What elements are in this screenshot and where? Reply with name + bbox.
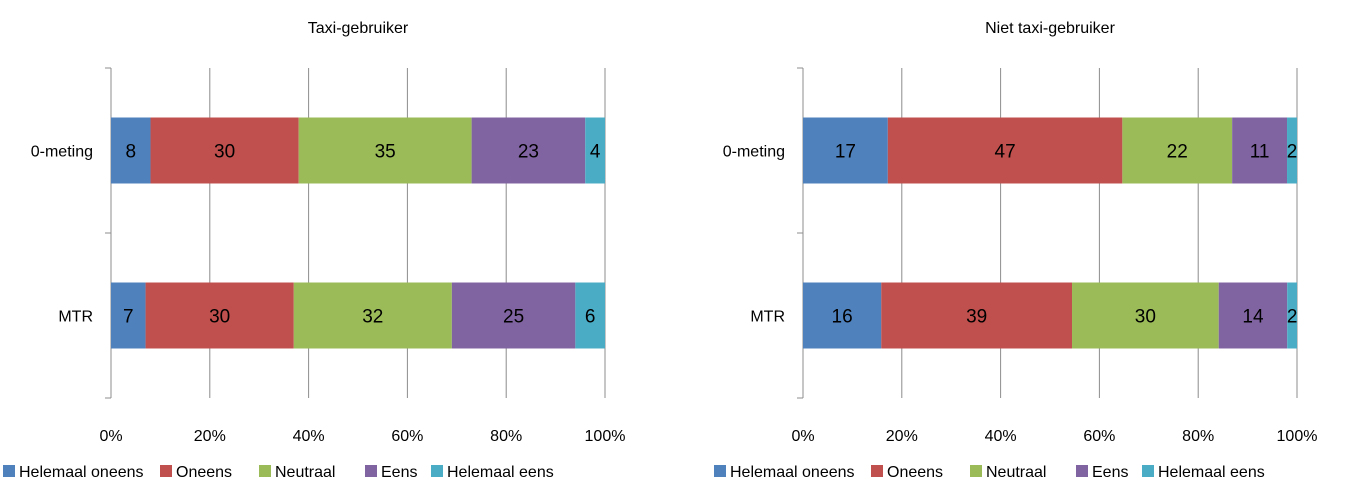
bar-mtr-helemaal-eens xyxy=(575,282,605,349)
x-tick-label: 100% xyxy=(1277,428,1318,445)
x-tick-label: 40% xyxy=(985,428,1017,445)
bar-mtr-oneens xyxy=(145,282,294,349)
legend-label-eens: Eens xyxy=(1092,464,1128,481)
legend-label-oneens: Oneens xyxy=(887,464,943,481)
legend-swatch-helemaal-eens xyxy=(431,465,443,477)
bar-0-meting-helemaal-eens xyxy=(1287,117,1297,184)
x-tick-label: 20% xyxy=(886,428,918,445)
chart-title: Niet taxi-gebruiker xyxy=(985,20,1116,37)
data-label: 17 xyxy=(835,142,856,163)
bar-mtr-oneens xyxy=(881,282,1073,349)
chart-title: Taxi-gebruiker xyxy=(308,20,409,37)
bar-0-meting-neutraal xyxy=(298,117,472,184)
data-label: 16 xyxy=(832,307,853,328)
data-label: 30 xyxy=(209,307,230,328)
legend-swatch-oneens xyxy=(160,465,172,477)
legend-swatch-eens xyxy=(1076,465,1088,477)
legend-swatch-helemaal-oneens xyxy=(3,465,15,477)
data-label: 32 xyxy=(362,307,383,328)
legend: Helemaal oneens Oneens Neutraal Eens Helemaa… xyxy=(3,464,554,481)
legend-label-helemaal-eens: Helemaal eens xyxy=(447,464,554,481)
bar-0-meting-helemaal-eens xyxy=(585,117,605,184)
chart-panel-taxi-gebruiker: Taxi-gebruiker 0% 20% 40% 60% 80% 100% 0-metin… xyxy=(3,20,625,481)
bar-0-meting-oneens xyxy=(150,117,299,184)
data-label: 14 xyxy=(1242,307,1264,328)
bar-0-meting-helemaal-oneens xyxy=(803,117,888,184)
bar-mtr-helemaal-oneens xyxy=(803,282,882,349)
data-label: 39 xyxy=(966,307,987,328)
bar-mtr-neutraal xyxy=(1072,282,1219,349)
data-label: 8 xyxy=(125,142,136,163)
legend-swatch-helemaal-oneens xyxy=(714,465,726,477)
legend-swatch-eens xyxy=(365,465,377,477)
x-tick-label: 0% xyxy=(99,428,122,445)
chart-panel-niet-taxi-gebruiker: Niet taxi-gebruiker 0% 20% 40% 60% 80% 100% 0-… xyxy=(714,20,1317,481)
bar-mtr-eens xyxy=(451,282,576,349)
x-tick-label: 40% xyxy=(293,428,325,445)
category-label-mtr: MTR xyxy=(58,309,93,326)
data-label: 25 xyxy=(503,307,524,328)
legend-label-helemaal-oneens: Helemaal oneens xyxy=(730,464,855,481)
x-tick-label: 100% xyxy=(585,428,626,445)
x-tick-label: 60% xyxy=(391,428,423,445)
data-label: 2 xyxy=(1287,142,1298,163)
legend-label-helemaal-oneens: Helemaal oneens xyxy=(19,464,144,481)
bar-0-meting-oneens xyxy=(887,117,1123,184)
legend-label-oneens: Oneens xyxy=(176,464,232,481)
x-tick-label: 0% xyxy=(791,428,814,445)
x-tick-label: 60% xyxy=(1083,428,1115,445)
data-label: 6 xyxy=(585,307,596,328)
legend-label-helemaal-eens: Helemaal eens xyxy=(1158,464,1265,481)
legend-swatch-neutraal xyxy=(970,465,982,477)
bar-0-meting-eens xyxy=(1232,117,1288,184)
category-label-0-meting: 0-meting xyxy=(723,144,785,161)
legend-label-neutraal: Neutraal xyxy=(986,464,1046,481)
x-tick-label: 80% xyxy=(490,428,522,445)
legend-swatch-neutraal xyxy=(259,465,271,477)
data-label: 2 xyxy=(1287,307,1298,328)
legend-swatch-helemaal-eens xyxy=(1142,465,1154,477)
legend: Helemaal oneens Oneens Neutraal Eens Helemaa… xyxy=(714,464,1265,481)
bar-mtr-eens xyxy=(1218,282,1288,349)
legend-label-neutraal: Neutraal xyxy=(275,464,335,481)
bar-mtr-helemaal-oneens xyxy=(111,282,146,349)
data-label: 35 xyxy=(375,142,396,163)
data-label: 23 xyxy=(518,142,539,163)
bar-0-meting-eens xyxy=(471,117,586,184)
data-label: 22 xyxy=(1167,142,1188,163)
category-label-0-meting: 0-meting xyxy=(31,144,93,161)
data-label: 30 xyxy=(1135,307,1156,328)
x-tick-label: 80% xyxy=(1182,428,1214,445)
bar-mtr-helemaal-eens xyxy=(1287,282,1297,349)
data-label: 30 xyxy=(214,142,235,163)
category-label-mtr: MTR xyxy=(750,309,785,326)
bar-mtr-neutraal xyxy=(293,282,452,349)
data-label: 4 xyxy=(590,142,601,163)
data-label: 47 xyxy=(995,142,1016,163)
data-label: 11 xyxy=(1250,142,1270,163)
bar-0-meting-neutraal xyxy=(1122,117,1233,184)
legend-label-eens: Eens xyxy=(381,464,417,481)
legend-swatch-oneens xyxy=(871,465,883,477)
bar-0-meting-helemaal-oneens xyxy=(111,117,151,184)
data-label: 7 xyxy=(123,307,134,328)
x-tick-label: 20% xyxy=(194,428,226,445)
